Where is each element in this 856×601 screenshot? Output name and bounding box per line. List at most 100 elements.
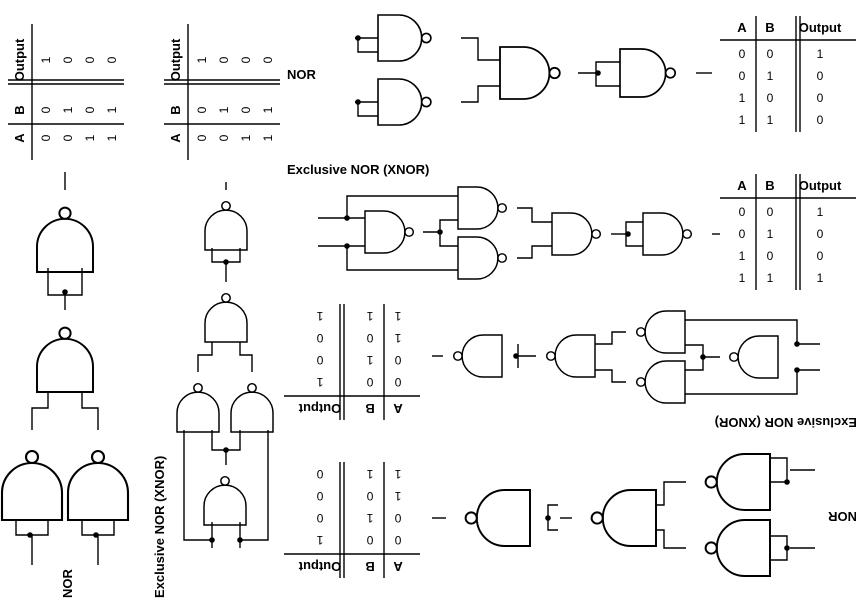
truth-table-cell: 1 [366, 511, 373, 525]
truth-table-cell: 0 [316, 467, 323, 481]
nor-truth-table: A B Output 0 0 1 0 1 0 1 0 0 1 1 0 [720, 16, 856, 132]
nor-circuit-vertical [2, 172, 128, 565]
truth-table-header: B [765, 178, 774, 193]
truth-table-cell: 0 [366, 489, 373, 503]
truth-table-header: Output [168, 38, 183, 81]
truth-table-cell: 1 [366, 309, 373, 323]
truth-table-header: B [365, 559, 374, 574]
truth-table-header: A [168, 133, 183, 143]
truth-table-cell: 1 [739, 271, 746, 285]
truth-table-cell: 0 [105, 56, 119, 63]
xnor-truth-table-flipped: A B Output 0 0 1 0 1 0 1 0 0 1 1 1 [284, 304, 420, 420]
xnor-label-vertical: Exclusive NOR (XNOR) [152, 456, 167, 598]
truth-table-cell: 1 [61, 106, 75, 113]
truth-table-cell: 1 [394, 467, 401, 481]
truth-table-cell: 1 [316, 309, 323, 323]
xnor-label-flipped: Exclusive NOR (XNOR) [715, 415, 856, 430]
truth-table-cell: 0 [366, 331, 373, 345]
truth-table-cell: 0 [217, 134, 231, 141]
truth-table-header: B [765, 20, 774, 35]
truth-table-cell: 0 [817, 91, 824, 105]
truth-table-cell: 1 [739, 113, 746, 127]
xnor-circuit-vertical [177, 182, 273, 548]
truth-table-header: B [168, 105, 183, 114]
xnor-truth-table-vertical: A B Output 0 0 1 0 1 0 1 0 0 1 1 0 [164, 24, 280, 160]
truth-table-header: Output [799, 20, 842, 35]
truth-table-cell: 1 [261, 134, 275, 141]
truth-table-cell: 1 [817, 47, 824, 61]
truth-table-header: A [393, 559, 403, 574]
truth-table-cell: 1 [261, 106, 275, 113]
xnor-circuit-horizontal [318, 187, 720, 279]
truth-table-cell: 1 [767, 69, 774, 83]
truth-table-cell: 1 [739, 249, 746, 263]
xnor-circuit-flipped [432, 311, 820, 403]
truth-table-cell: 0 [239, 56, 253, 63]
truth-table-cell: 1 [217, 106, 231, 113]
truth-table-header: Output [298, 559, 341, 574]
truth-table-header: A [737, 20, 747, 35]
truth-table-cell: 0 [217, 56, 231, 63]
truth-table-cell: 1 [817, 205, 824, 219]
truth-table-cell: 1 [195, 56, 209, 63]
truth-table-cell: 0 [83, 106, 97, 113]
truth-table-cell: 1 [767, 271, 774, 285]
truth-table-header: A [12, 133, 27, 143]
nor-truth-table-flipped: A B Output 0 0 1 0 1 0 1 0 0 1 1 0 [284, 462, 420, 578]
truth-table-cell: 0 [366, 533, 373, 547]
truth-table-cell: 0 [767, 47, 774, 61]
truth-table-header: Output [799, 178, 842, 193]
truth-table-cell: 1 [817, 271, 824, 285]
truth-table-header: A [393, 401, 403, 416]
truth-table-cell: 0 [39, 106, 53, 113]
truth-table-header: Output [12, 38, 27, 81]
truth-table-cell: 1 [767, 227, 774, 241]
truth-table-cell: 0 [394, 375, 401, 389]
truth-table-header: A [737, 178, 747, 193]
truth-table-cell: 1 [239, 134, 253, 141]
truth-table-cell: 0 [239, 106, 253, 113]
truth-table-cell: 1 [83, 134, 97, 141]
truth-table-cell: 0 [316, 331, 323, 345]
truth-table-cell: 0 [195, 106, 209, 113]
truth-table-cell: 0 [767, 91, 774, 105]
truth-table-header: B [365, 401, 374, 416]
nor-circuit-flipped [432, 454, 815, 576]
nor-label: NOR [287, 67, 317, 82]
truth-table-cell: 0 [739, 205, 746, 219]
xnor-label: Exclusive NOR (XNOR) [287, 162, 429, 177]
truth-table-cell: 1 [105, 134, 119, 141]
truth-table-cell: 0 [817, 249, 824, 263]
truth-table-cell: 0 [817, 113, 824, 127]
truth-table-cell: 0 [61, 56, 75, 63]
truth-table-cell: 0 [394, 353, 401, 367]
truth-table-cell: 0 [739, 227, 746, 241]
nor-label-vertical: NOR [60, 569, 75, 599]
truth-table-cell: 1 [366, 467, 373, 481]
truth-table-cell: 1 [394, 489, 401, 503]
nor-truth-table-vertical: A B Output 0 0 1 0 1 0 1 0 0 1 1 0 [8, 24, 124, 160]
truth-table-header: Output [298, 401, 341, 416]
truth-table-cell: 1 [394, 309, 401, 323]
truth-table-cell: 1 [316, 533, 323, 547]
truth-table-cell: 0 [739, 47, 746, 61]
truth-table-cell: 0 [316, 489, 323, 503]
truth-table-header: B [12, 105, 27, 114]
truth-table-cell: 0 [394, 511, 401, 525]
truth-table-cell: 1 [316, 375, 323, 389]
truth-table-cell: 0 [817, 227, 824, 241]
truth-table-cell: 1 [739, 91, 746, 105]
xnor-truth-table: A B Output 0 0 1 0 1 0 1 0 0 1 1 1 [720, 174, 856, 290]
truth-table-cell: 0 [366, 375, 373, 389]
truth-table-cell: 0 [61, 134, 75, 141]
truth-table-cell: 0 [83, 56, 97, 63]
truth-table-cell: 0 [817, 69, 824, 83]
truth-table-cell: 0 [195, 134, 209, 141]
truth-table-cell: 0 [316, 511, 323, 525]
truth-table-cell: 1 [105, 106, 119, 113]
truth-table-cell: 0 [261, 56, 275, 63]
truth-table-cell: 0 [394, 533, 401, 547]
truth-table-cell: 1 [767, 113, 774, 127]
truth-table-cell: 1 [39, 56, 53, 63]
